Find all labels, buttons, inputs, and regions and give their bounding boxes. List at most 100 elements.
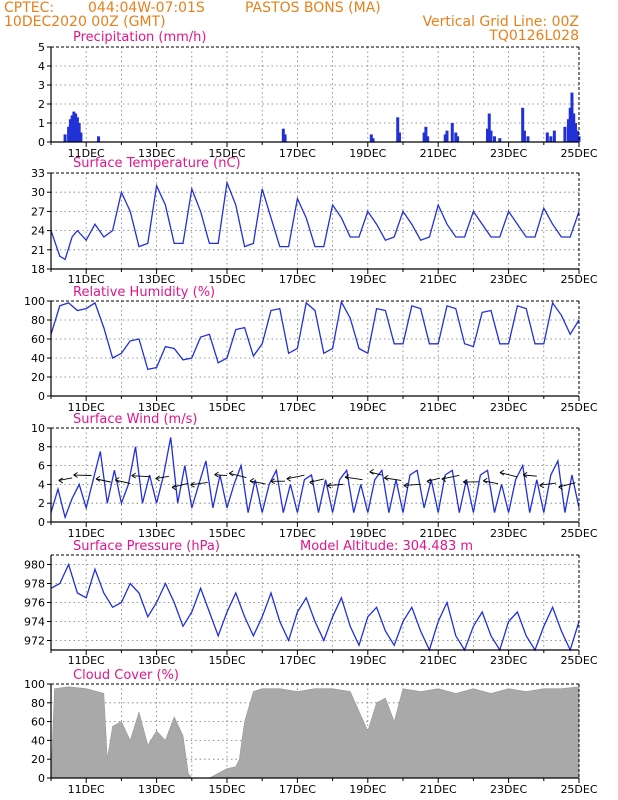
x-tick-label: 23DEC xyxy=(490,783,527,796)
precip-bar xyxy=(545,132,549,142)
x-tick-label: 23DEC xyxy=(490,654,527,667)
y-tick-label: 2 xyxy=(38,98,45,111)
x-tick-label: 25DEC xyxy=(560,401,597,414)
x-tick-label: 13DEC xyxy=(138,527,175,540)
wind-vector-head xyxy=(171,484,177,488)
wind-vector-head xyxy=(228,470,234,474)
wind-vector-head xyxy=(426,478,432,482)
wind-vector-head xyxy=(171,487,177,491)
panel-press: 972 974 976 978 980 11DEC 13DEC 15DEC 17DEC 19DEC… xyxy=(24,539,598,667)
x-tick-label: 11DEC xyxy=(68,527,105,540)
y-tick-label: 0 xyxy=(38,516,45,529)
precip-bar xyxy=(424,126,428,142)
wind-vector xyxy=(309,478,324,483)
precip-bar xyxy=(570,92,574,142)
x-tick-label: 13DEC xyxy=(138,401,175,414)
x-tick-label: 15DEC xyxy=(208,147,245,160)
panel-title: Precipitation (mm/h) xyxy=(73,30,206,45)
wind-vector-head xyxy=(131,475,136,479)
header-station: PASTOS BONS (MA) xyxy=(245,0,381,16)
wind-vector-head xyxy=(482,480,488,484)
x-tick-label: 13DEC xyxy=(138,147,175,160)
wind-vector-head xyxy=(344,476,350,480)
wind-vector-head xyxy=(539,482,544,486)
wind-vector-head xyxy=(482,477,488,482)
wind-vector-head xyxy=(58,477,63,481)
wind-vector-head xyxy=(214,471,219,475)
y-tick-label: 30 xyxy=(31,186,45,199)
wind-vector xyxy=(131,475,150,478)
y-tick-label: 976 xyxy=(24,597,45,610)
x-tick-label: 11DEC xyxy=(68,654,105,667)
precip-bar xyxy=(450,123,454,142)
wind-vector xyxy=(155,475,169,479)
precip-bar xyxy=(63,134,67,142)
wind-vector-head xyxy=(214,474,219,478)
x-tick-label: 13DEC xyxy=(138,783,175,796)
y-tick-label: 18 xyxy=(31,263,45,276)
panel-rh: 0 20 40 60 80 100 11DEC 13DEC 15DEC 17DEC 19DEC 21D… xyxy=(24,285,598,414)
wind-vector-head xyxy=(426,480,432,485)
precip-bar xyxy=(493,136,497,142)
wind-vector xyxy=(499,472,518,478)
y-tick-label: 0 xyxy=(38,136,45,149)
precip-bar xyxy=(68,119,72,142)
wind-vector xyxy=(523,474,537,477)
x-tick-label: 17DEC xyxy=(279,401,316,414)
panel-title: Surface Temperature (nC) xyxy=(73,156,241,171)
precip-bar xyxy=(566,119,570,142)
y-tick-label: 27 xyxy=(31,205,45,218)
wind-vector-head xyxy=(383,477,389,481)
x-tick-label: 17DEC xyxy=(279,273,316,286)
y-tick-label: 0 xyxy=(38,390,45,403)
panel-title: Surface Pressure (hPa) xyxy=(73,539,220,554)
wind-vector xyxy=(384,477,402,481)
wind-vector-head xyxy=(286,478,292,482)
precip-bar xyxy=(549,136,553,142)
wind-vector-head xyxy=(190,484,195,488)
wind-vector-head xyxy=(344,474,350,478)
x-tick-label: 11DEC xyxy=(68,783,105,796)
wind-vector xyxy=(214,474,228,477)
x-tick-label: 19DEC xyxy=(349,527,386,540)
precip-bar xyxy=(522,130,526,142)
wind-vector-head xyxy=(131,472,136,477)
precip-bar xyxy=(573,123,577,142)
wind-vector xyxy=(403,483,421,486)
x-tick-label: 23DEC xyxy=(490,527,527,540)
wind-vector-head xyxy=(522,471,528,476)
x-tick-label: 19DEC xyxy=(349,783,386,796)
wind-vector-head xyxy=(249,478,255,482)
wind-vector-head xyxy=(115,479,120,483)
precip-bar xyxy=(563,126,567,142)
precip-bar xyxy=(422,132,426,142)
x-tick-label: 19DEC xyxy=(349,273,386,286)
y-tick-label: 20 xyxy=(31,753,45,766)
precip-bar xyxy=(75,117,79,142)
rh-series-line xyxy=(50,299,580,371)
x-tick-label: 21DEC xyxy=(420,401,457,414)
wind-vector-head xyxy=(270,480,275,485)
precip-bar xyxy=(396,117,400,142)
y-tick-label: 0 xyxy=(38,772,45,785)
x-tick-label: 25DEC xyxy=(560,273,597,286)
wind-vector-head xyxy=(441,478,447,482)
wind-vector-head xyxy=(190,481,195,486)
wind-vector-head xyxy=(403,482,409,486)
y-tick-label: 33 xyxy=(31,167,45,180)
x-tick-label: 17DEC xyxy=(279,783,316,796)
precip-bar xyxy=(369,134,373,142)
y-tick-label: 20 xyxy=(31,371,45,384)
wind-vector xyxy=(229,472,247,478)
wind-vector xyxy=(426,477,441,482)
precip-bar xyxy=(67,126,71,142)
x-tick-label: 21DEC xyxy=(420,147,457,160)
precip-bar xyxy=(521,107,525,142)
header-code: TQ0126L028 xyxy=(488,28,579,44)
y-tick-label: 100 xyxy=(24,678,45,691)
wind-vector-head xyxy=(228,472,234,477)
panel-wind: 0 2 4 6 8 10 11DEC 13DEC 15DEC 17DEC 19DEC 21DEC 23D… xyxy=(31,412,598,540)
panel-cloud: 0 20 40 60 80 100 11DEC 13DEC 15DEC 17DEC 19DEC 21D… xyxy=(24,668,598,796)
x-tick-label: 11DEC xyxy=(68,401,105,414)
precip-bar xyxy=(426,136,430,142)
